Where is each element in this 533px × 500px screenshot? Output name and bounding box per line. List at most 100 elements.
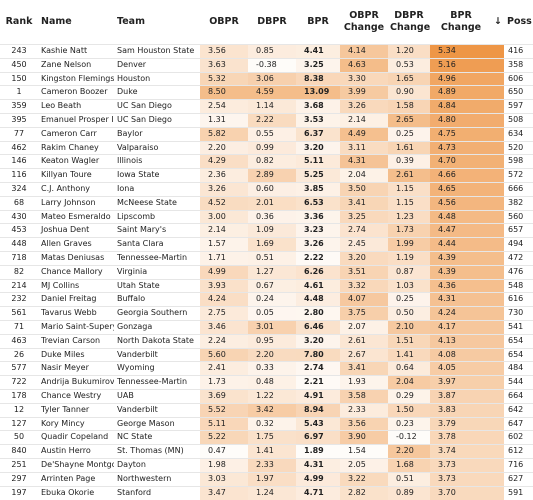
sort-spacer: [492, 57, 504, 73]
obpr-change: 3.50: [340, 181, 388, 197]
bpr: 4.99: [296, 471, 340, 486]
obpr: 4.99: [200, 264, 248, 280]
player-name[interactable]: Daniel Freitag: [38, 292, 114, 307]
player-name[interactable]: Tavarus Webb: [38, 306, 114, 321]
player-name[interactable]: Cameron Boozer: [38, 85, 114, 100]
column-header[interactable]: ↓: [494, 16, 502, 27]
player-name[interactable]: Arrinten Page: [38, 471, 114, 486]
column-header[interactable]: BPR: [307, 16, 329, 27]
player-name[interactable]: Larry Johnson: [38, 195, 114, 211]
sort-spacer: [492, 99, 504, 114]
possessions: 598: [504, 154, 533, 169]
team: Tennessee-Martin: [114, 375, 200, 390]
team: North Dakota State: [114, 333, 200, 349]
possessions: 664: [504, 388, 533, 404]
dbpr: 0.05: [248, 306, 296, 321]
possessions: 541: [504, 319, 533, 335]
dbpr-change: 0.64: [388, 361, 430, 376]
obpr-change: 3.30: [340, 71, 388, 86]
player-name[interactable]: Austin Herro: [38, 444, 114, 459]
player-name[interactable]: Joshua Dent: [38, 223, 114, 238]
column-header[interactable]: Rank: [5, 16, 33, 27]
bpr: 8.94: [296, 402, 340, 418]
dbpr-change: 1.15: [388, 195, 430, 211]
player-name[interactable]: Duke Miles: [38, 347, 114, 362]
player-name[interactable]: Leo Beath: [38, 99, 114, 114]
obpr: 1.98: [200, 457, 248, 473]
table-row: 77 Cameron Carr Baylor 5.82 0.55 6.37 4.49 0.25…: [0, 126, 533, 142]
player-name[interactable]: Mateo Esmeraldo: [38, 209, 114, 224]
obpr-change: 4.07: [340, 292, 388, 307]
player-name[interactable]: Zane Nelson: [38, 57, 114, 73]
bpr-change: 3.73: [430, 471, 492, 486]
bpr: 2.74: [296, 361, 340, 376]
dbpr: 3.42: [248, 402, 296, 418]
obpr: 2.14: [200, 223, 248, 238]
player-name[interactable]: Allen Graves: [38, 237, 114, 252]
player-name[interactable]: Ebuka Okorie: [38, 485, 114, 500]
player-name[interactable]: C.J. Anthony: [38, 181, 114, 197]
player-name[interactable]: Rakim Chaney: [38, 140, 114, 155]
team: Denver: [114, 57, 200, 73]
sort-spacer: [492, 264, 504, 280]
bpr: 6.37: [296, 126, 340, 142]
sort-spacer: [492, 471, 504, 486]
possessions: 494: [504, 237, 533, 252]
bpr-change: 3.83: [430, 402, 492, 418]
bpr: 4.41: [296, 44, 340, 59]
dbpr-change: 0.39: [388, 154, 430, 169]
bpr-change: 3.74: [430, 444, 492, 459]
column-header[interactable]: BPR Change: [440, 10, 482, 33]
player-name[interactable]: Mario Saint-Supery: [38, 319, 114, 335]
bpr: 4.48: [296, 292, 340, 307]
bpr-change: 3.70: [430, 485, 492, 500]
possessions: 730: [504, 306, 533, 321]
dbpr: 1.97: [248, 471, 296, 486]
player-name[interactable]: De'Shayne Montgon: [38, 457, 114, 473]
player-name[interactable]: Kingston Flemings: [38, 71, 114, 86]
bpr: 5.43: [296, 416, 340, 431]
column-header[interactable]: DBPR: [257, 16, 287, 27]
player-name[interactable]: Andrija Bukumirović: [38, 375, 114, 390]
dbpr-change: 0.51: [388, 471, 430, 486]
player-name[interactable]: Kory Mincy: [38, 416, 114, 431]
player-name[interactable]: Chance Westry: [38, 388, 114, 404]
column-header[interactable]: Team: [117, 16, 145, 27]
sort-spacer: [492, 195, 504, 211]
dbpr-change: 0.90: [388, 85, 430, 100]
bpr-change: 4.05: [430, 361, 492, 376]
column-header[interactable]: Poss: [507, 16, 532, 27]
dbpr: 0.99: [248, 140, 296, 155]
column-header[interactable]: OBPR: [209, 16, 239, 27]
obpr: 8.50: [200, 85, 248, 100]
player-name[interactable]: Chance Mallory: [38, 264, 114, 280]
obpr: 4.29: [200, 154, 248, 169]
obpr-change: 3.11: [340, 140, 388, 155]
bpr-change: 4.75: [430, 126, 492, 142]
team: George Mason: [114, 416, 200, 431]
rank: 26: [0, 347, 38, 362]
player-name[interactable]: Kashie Natt: [38, 44, 114, 59]
possessions: 654: [504, 333, 533, 349]
player-name[interactable]: Nasir Meyer: [38, 361, 114, 376]
obpr-change: 3.26: [340, 99, 388, 114]
dbpr: 2.89: [248, 168, 296, 183]
dbpr-change: 1.20: [388, 44, 430, 59]
dbpr-change: 0.25: [388, 126, 430, 142]
player-name[interactable]: Matas Deniusas: [38, 250, 114, 266]
table-row: 359 Leo Beath UC San Diego 2.54 1.14 3.68 3.26…: [0, 99, 533, 114]
player-name[interactable]: Emanuel Prosper II: [38, 112, 114, 128]
column-header[interactable]: Name: [41, 16, 72, 27]
column-header[interactable]: OBPR Change: [343, 10, 385, 33]
sort-spacer: [492, 333, 504, 349]
player-name[interactable]: Tyler Tanner: [38, 402, 114, 418]
player-name[interactable]: Cameron Carr: [38, 126, 114, 142]
player-name[interactable]: Keaton Wagler: [38, 154, 114, 169]
player-name[interactable]: Killyan Toure: [38, 168, 114, 183]
column-header[interactable]: DBPR Change: [390, 10, 431, 33]
player-name[interactable]: MJ Collins: [38, 278, 114, 293]
bpr-change: 4.56: [430, 195, 492, 211]
player-name[interactable]: Quadir Copeland: [38, 430, 114, 445]
player-name[interactable]: Trevian Carson: [38, 333, 114, 349]
